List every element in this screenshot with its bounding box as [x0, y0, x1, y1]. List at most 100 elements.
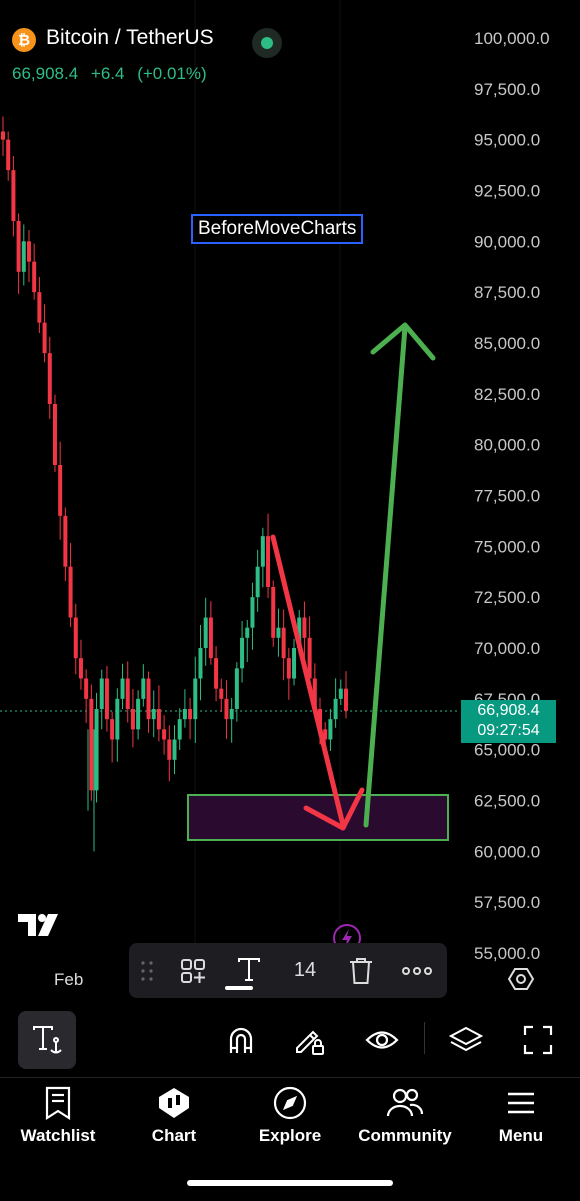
trash-icon[interactable]: [333, 943, 389, 998]
candle-body: [302, 617, 307, 638]
fullscreen-icon[interactable]: [515, 1017, 561, 1063]
candle-body: [110, 719, 115, 740]
market-status-indicator[interactable]: [252, 28, 282, 58]
candle-body: [47, 353, 52, 404]
candle-body: [172, 739, 177, 760]
eye-icon[interactable]: [359, 1017, 405, 1063]
candle-body: [214, 658, 219, 689]
nav-community[interactable]: Community: [350, 1086, 460, 1146]
text-style-button[interactable]: [221, 943, 277, 998]
candle-body: [229, 709, 234, 720]
bottom-navigation: Watchlist Chart Explore Community Menu: [0, 1077, 580, 1201]
nav-label: Menu: [498, 1126, 544, 1145]
candle-body: [323, 729, 328, 740]
price-axis-tick: 85,000.0: [474, 334, 540, 353]
candle-body: [120, 678, 125, 699]
chart-settings-icon[interactable]: [508, 966, 534, 992]
candle-body: [115, 698, 120, 740]
price-axis-tick: 80,000.0: [474, 436, 540, 455]
candle-body: [240, 637, 245, 669]
text-tool-icon[interactable]: [18, 1011, 76, 1069]
nav-explore[interactable]: Explore: [235, 1086, 345, 1146]
price-change: +6.4: [90, 64, 125, 83]
candle-body: [188, 709, 193, 720]
layers-icon[interactable]: [443, 1017, 489, 1063]
candle-body: [250, 597, 255, 628]
compass-icon: [273, 1086, 307, 1120]
demand-zone-rectangle[interactable]: [187, 794, 449, 841]
candle-body: [99, 678, 104, 709]
annotation-text-label[interactable]: BeforeMoveCharts: [191, 214, 364, 244]
up-arrow-annotation[interactable]: [363, 322, 436, 828]
add-to-favorites-icon[interactable]: [165, 943, 221, 998]
drag-handle-icon[interactable]: [129, 943, 165, 998]
candles: [1, 116, 348, 852]
tradingview-logo-icon[interactable]: [16, 910, 66, 940]
candle-body: [297, 617, 302, 648]
candle-body: [281, 627, 286, 659]
magnet-icon[interactable]: [218, 1017, 264, 1063]
drawing-toolbar: 14: [129, 943, 447, 998]
nav-chart[interactable]: Chart: [119, 1086, 229, 1146]
candle-body: [52, 404, 57, 465]
last-price-tag: 66,908.4 09:27:54: [461, 700, 556, 743]
candle-body: [276, 627, 281, 638]
candle-body: [156, 709, 161, 730]
candle-body: [26, 241, 31, 262]
bar-countdown: 09:27:54: [477, 722, 540, 739]
bitcoin-icon: ₿: [12, 28, 36, 52]
hamburger-icon: [508, 1092, 534, 1114]
last-price: 66,908.4: [12, 64, 79, 83]
price-axis-tick: 100,000.0: [474, 29, 550, 48]
candle-body: [11, 170, 16, 221]
candle-body: [333, 698, 338, 720]
nav-watchlist[interactable]: Watchlist: [3, 1086, 113, 1146]
candle-body: [203, 617, 208, 648]
candle-body: [42, 322, 47, 354]
price-chart[interactable]: 100,000.0 97,500.0 95,000.0 92,500.0 90,000.…: [0, 0, 580, 1000]
price-axis-tick: 55,000.0: [474, 944, 540, 963]
down-arrow-annotation[interactable]: [270, 534, 365, 831]
nav-label: Community: [358, 1126, 452, 1145]
tools-divider: [424, 1022, 425, 1054]
candle-body: [266, 536, 271, 587]
candle-body: [219, 688, 224, 699]
bookmark-icon: [45, 1086, 71, 1120]
quote-line: 66,908.4 +6.4 (+0.01%): [12, 64, 215, 84]
price-change-percent: (+0.01%): [137, 64, 207, 83]
candle-body: [125, 678, 130, 709]
price-axis-tick: 75,000.0: [474, 537, 540, 556]
candle-body: [151, 709, 156, 720]
price-axis-tick: 70,000.0: [474, 639, 540, 658]
candle-body: [286, 658, 291, 679]
people-icon: [386, 1088, 424, 1117]
price-axis-tick: 82,500.0: [474, 385, 540, 404]
price-axis-tick: 97,500.0: [474, 80, 540, 99]
font-size-selector[interactable]: 14: [293, 959, 317, 981]
price-axis-tick: 87,500.0: [474, 283, 540, 302]
live-dot-icon: [261, 37, 273, 49]
price-axis-tick: 60,000.0: [474, 842, 540, 861]
candle-body: [21, 241, 26, 272]
price-axis: 100,000.0 97,500.0 95,000.0 92,500.0 90,000.…: [474, 29, 550, 963]
lock-drawing-icon[interactable]: [286, 1017, 332, 1063]
more-icon[interactable]: [389, 943, 445, 998]
candle-body: [208, 617, 213, 659]
nav-label: Chart: [151, 1126, 197, 1145]
candle-body: [182, 709, 187, 720]
candle-body: [130, 709, 135, 730]
drawing-tools-row: [0, 1005, 580, 1075]
candle-body: [328, 719, 333, 740]
candle-body: [224, 698, 229, 720]
candle-body: [245, 627, 250, 638]
candle-body: [94, 709, 99, 791]
candle-body: [198, 648, 203, 679]
nav-menu[interactable]: Menu: [466, 1086, 576, 1146]
candle-body: [16, 221, 21, 272]
candle-body: [307, 637, 312, 679]
symbol-title[interactable]: Bitcoin / TetherUS: [46, 26, 214, 49]
candle-body: [338, 688, 343, 699]
text-style-icon: [238, 957, 260, 981]
candle-body: [84, 678, 89, 699]
candle-body: [271, 587, 276, 638]
